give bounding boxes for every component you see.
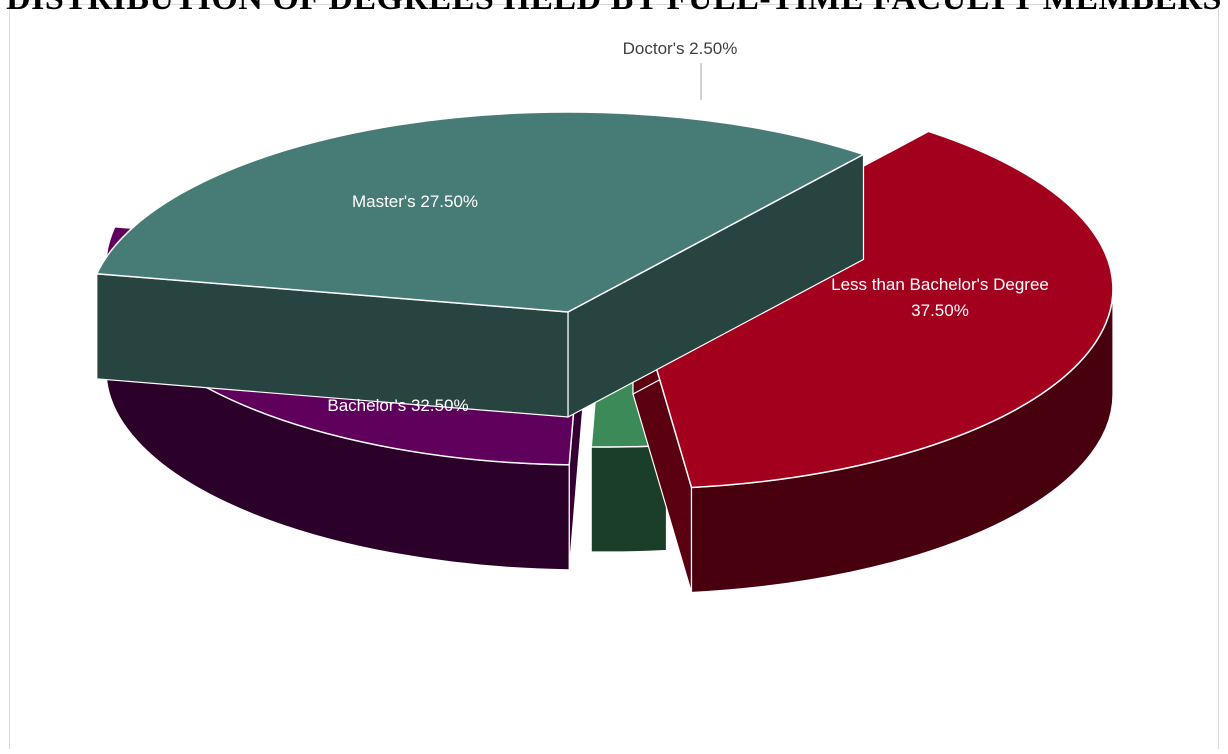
slice-top [95, 111, 866, 313]
data-label-less-than-bachelor-s-degree: Less than Bachelor's Degree 37.50% [831, 275, 1049, 320]
data-labels: Less than Bachelor's Degree 37.50% Doctor'… [327, 39, 1049, 415]
chart-title: DISTRIBUTION OF DEGREES HELD BY FULL-TIM… [0, 0, 1228, 18]
data-label-doctor-s: Doctor's 2.50% [623, 39, 738, 58]
data-label-master-s: Master's 27.50% [352, 192, 478, 211]
data-label-bachelor-s: Bachelor's 32.50% [327, 396, 468, 415]
plot-border [9, 4, 1219, 754]
slice-top [632, 130, 1114, 489]
slice-bachelor-s [95, 111, 866, 418]
slices [95, 111, 1114, 594]
